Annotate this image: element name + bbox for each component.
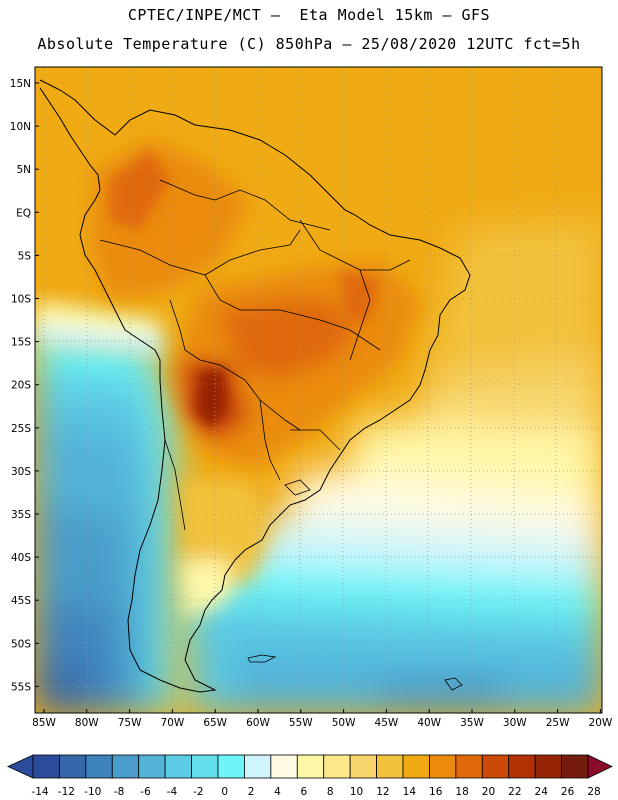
lon-label: 60W: [246, 717, 270, 729]
lon-label: 40W: [417, 717, 441, 729]
lat-label: 5S: [18, 250, 32, 262]
colorbar-segment: [349, 754, 377, 779]
colorbar-label: 8: [327, 786, 334, 798]
lon-label: 65W: [203, 717, 227, 729]
colorbar-label: 14: [403, 786, 417, 798]
colorbar-label: -8: [114, 786, 124, 798]
lon-label: 30W: [503, 717, 527, 729]
colorbar: [7, 754, 613, 779]
colorbar-label: 24: [535, 786, 549, 798]
colorbar-segment: [508, 754, 536, 779]
gridlines: [35, 67, 602, 713]
colorbar-label: -6: [140, 786, 151, 798]
map-title-line1: CPTEC/INPE/MCT – Eta Model 15km – GFS: [127, 6, 491, 24]
lat-label: 50S: [11, 638, 31, 650]
colorbar-labels: -14 -12 -10 -8 -6 -4 -2 0 2 4 6 8 10 12 14 16 18 20 22 24 26…: [31, 786, 600, 798]
colorbar-segment: [164, 754, 192, 779]
colorbar-segment: [270, 754, 298, 779]
map-frame: [34, 66, 603, 714]
temperature-field: [35, 67, 602, 713]
lon-label: 50W: [332, 717, 356, 729]
colorbar-label: 4: [274, 786, 281, 798]
colorbar-segment: [429, 754, 457, 779]
lon-label: 55W: [289, 717, 313, 729]
colorbar-label: 16: [429, 786, 443, 798]
colorbar-segment: [59, 754, 87, 779]
lon-label: 25W: [546, 717, 570, 729]
colorbar-label: -12: [58, 786, 75, 798]
colorbar-segment: [85, 754, 113, 779]
colorbar-label: 18: [455, 786, 468, 798]
lat-label: 10N: [10, 121, 31, 133]
colorbar-label: 26: [561, 786, 575, 798]
colorbar-segment: [323, 754, 351, 779]
lat-label: 15S: [11, 337, 31, 349]
lon-label: 45W: [375, 717, 399, 729]
lat-label: 5N: [16, 164, 31, 176]
colorbar-segment: [191, 754, 219, 779]
lat-label: 35S: [11, 509, 31, 521]
colorbar-label: 28: [587, 786, 600, 798]
country-borders: [99, 179, 411, 531]
colorbar-label: 10: [350, 786, 363, 798]
colorbar-segment: [376, 754, 404, 779]
lat-label: EQ: [16, 207, 31, 219]
lat-label: 55S: [11, 681, 31, 693]
colorbar-arrow-right: [587, 754, 613, 779]
colorbar-label: -4: [167, 786, 178, 798]
lon-label: 70W: [161, 717, 185, 729]
colorbar-label: -10: [84, 786, 101, 798]
lat-label: 45S: [11, 595, 31, 607]
longitude-labels: 85W 80W 75W 70W 65W 60W 55W 50W 45W 40W 35W 30W 25W 2…: [32, 709, 613, 729]
colorbar-label: 12: [376, 786, 389, 798]
lon-label: 80W: [75, 717, 99, 729]
colorbar-segment: [217, 754, 245, 779]
lon-label: 75W: [118, 717, 142, 729]
lat-label: 30S: [11, 466, 31, 478]
colorbar-label: 6: [300, 786, 307, 798]
lon-label: 85W: [32, 717, 56, 729]
lat-label: 20S: [11, 380, 31, 392]
colorbar-segment: [111, 754, 140, 779]
lat-label: 40S: [11, 552, 31, 564]
colorbar-segment: [561, 754, 589, 779]
colorbar-label: -2: [193, 786, 203, 798]
colorbar-arrow-left: [7, 754, 34, 779]
colorbar-segment: [455, 754, 483, 779]
colorbar-segment: [534, 754, 562, 779]
lat-label: 25S: [11, 423, 31, 435]
colorbar-segment: [244, 754, 272, 779]
lat-label: 10S: [11, 294, 31, 306]
colorbar-label: 20: [482, 786, 495, 798]
colorbar-label: 22: [508, 786, 521, 798]
colorbar-label: 0: [221, 786, 228, 798]
colorbar-segment: [481, 754, 510, 779]
colorbar-segment: [138, 754, 166, 779]
colorbar-segment: [402, 754, 430, 779]
lon-label: 35W: [460, 717, 484, 729]
colorbar-label: 2: [248, 786, 255, 798]
colorbar-segment: [32, 754, 60, 779]
lon-label: 20W: [589, 717, 613, 729]
colorbar-label: -14: [31, 786, 48, 798]
lat-label: 15N: [10, 78, 31, 90]
coastline: [39, 79, 471, 693]
latitude-labels: 15N 10N 5N EQ 5S 10S 15S 20S 25S 30S 35S 40S 45S 50S 5…: [10, 78, 39, 693]
islands: [247, 479, 463, 691]
map-title-line2: Absolute Temperature (C) 850hPa – 25/08/…: [37, 35, 581, 53]
colorbar-segment: [296, 754, 325, 779]
